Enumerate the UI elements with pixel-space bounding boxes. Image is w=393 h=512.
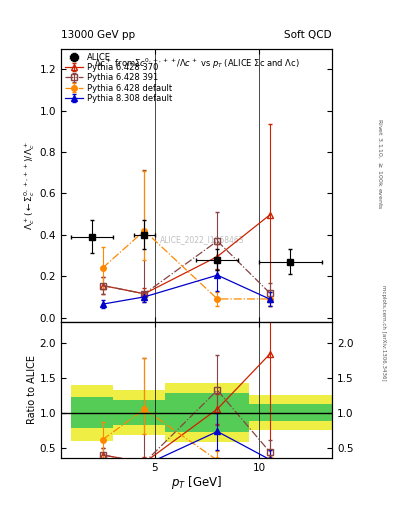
Text: ALICE_2022_I1868463: ALICE_2022_I1868463 <box>160 236 244 244</box>
Text: $\Lambda c^+$ from$\Sigma c^{0,+,++}/\Lambda c^+$ vs $p_T$ (ALICE $\Sigma$c and : $\Lambda c^+$ from$\Sigma c^{0,+,++}/\La… <box>94 57 299 71</box>
Text: mcplots.cern.ch [arXiv:1306.3436]: mcplots.cern.ch [arXiv:1306.3436] <box>381 285 386 380</box>
Text: 13000 GeV pp: 13000 GeV pp <box>61 30 135 40</box>
Text: Rivet 3.1.10, $\geq$ 100k events: Rivet 3.1.10, $\geq$ 100k events <box>375 118 383 210</box>
Y-axis label: $\Lambda_c^+(\leftarrow\Sigma_c^{0,+,++})/\Lambda_c^+$: $\Lambda_c^+(\leftarrow\Sigma_c^{0,+,++}… <box>22 141 37 230</box>
Text: Soft QCD: Soft QCD <box>285 30 332 40</box>
X-axis label: $p_T$ [GeV]: $p_T$ [GeV] <box>171 475 222 492</box>
Y-axis label: Ratio to ALICE: Ratio to ALICE <box>27 355 37 424</box>
Legend: ALICE, Pythia 6.428 370, Pythia 6.428 391, Pythia 6.428 default, Pythia 8.308 de: ALICE, Pythia 6.428 370, Pythia 6.428 39… <box>63 51 174 104</box>
